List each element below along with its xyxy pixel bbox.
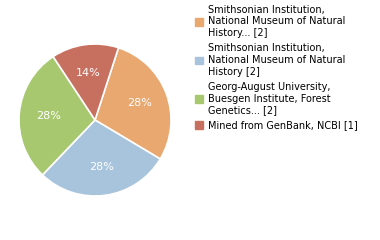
Text: 28%: 28%: [127, 98, 152, 108]
Wedge shape: [19, 57, 95, 175]
Wedge shape: [53, 44, 119, 120]
Legend: Smithsonian Institution,
National Museum of Natural
History... [2], Smithsonian : Smithsonian Institution, National Museum…: [195, 5, 357, 131]
Wedge shape: [43, 120, 160, 196]
Text: 28%: 28%: [89, 162, 114, 172]
Wedge shape: [95, 48, 171, 159]
Text: 28%: 28%: [36, 111, 60, 121]
Text: 14%: 14%: [76, 68, 101, 78]
